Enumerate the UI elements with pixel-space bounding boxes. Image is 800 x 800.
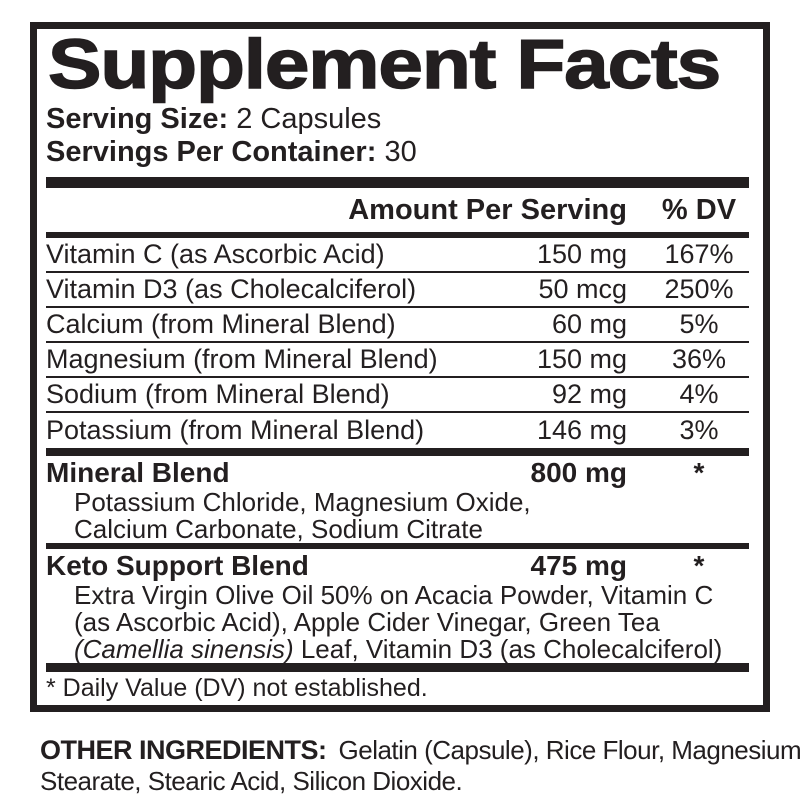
nutrient-amount: 146 mg [536,415,627,445]
blend-dv: * [693,456,705,488]
nutrient-dv: 3% [679,415,719,445]
blend-dv: * [693,549,705,581]
serving-size-label: Serving Size: [46,103,229,135]
table-row: Calcium (from Mineral Blend) 60 mg 5% [46,308,749,343]
nutrient-dv: 167% [664,239,734,269]
blend-name: Mineral Blend [46,456,230,488]
nutrient-amount: 150 mg [536,239,627,269]
nutrient-amount: 60 mg [551,309,627,339]
nutrient-name: Vitamin D3 (as Cholecalciferol) [46,274,417,304]
mineral-blend-ingredients-line: Calcium Carbonate, Sodium Citrate [74,514,483,544]
table-row: Vitamin D3 (as Cholecalciferol) 50 mcg 2… [46,273,749,308]
divider-thick-top [46,177,749,188]
keto-blend-line-rest: Leaf, Vitamin D3 (as Cholecalciferol) [293,634,723,664]
serving-size-value: 2 Capsules [236,103,382,135]
botanical-name: (Camellia sinensis) [74,634,294,664]
other-ingredients-value: Gelatin (Capsule), Rice Flour, Magnesium… [40,735,800,796]
nutrient-dv: 4% [679,379,719,409]
nutrient-name: Vitamin C (as Ascorbic Acid) [46,239,385,269]
supplement-facts-panel: Supplement Facts Serving Size: 2 Capsule… [30,22,770,712]
percent-dv-header: % DV [661,194,737,226]
other-ingredients-section: OTHER INGREDIENTS: Gelatin (Capsule), Ric… [40,735,800,797]
divider-under-header [46,232,749,238]
nutrient-name: Calcium (from Mineral Blend) [46,309,396,339]
divider-above-footnote [46,663,749,672]
daily-value-footnote: * Daily Value (DV) not established. [46,674,428,702]
nutrient-amount: 92 mg [551,379,627,409]
nutrient-name: Sodium (from Mineral Blend) [46,379,390,409]
table-row: Vitamin C (as Ascorbic Acid) 150 mg 167% [46,238,749,273]
serving-info: Serving Size: 2 Capsules Servings Per Co… [46,103,749,169]
nutrient-amount: 150 mg [536,344,627,374]
keto-blend-row: Keto Support Blend 475 mg * [46,549,749,582]
mineral-blend-row: Mineral Blend 800 mg * [46,456,749,489]
table-row: Sodium (from Mineral Blend) 92 mg 4% [46,378,749,413]
other-ingredients-label: OTHER INGREDIENTS: [40,735,327,765]
nutrient-amount: 50 mcg [538,274,627,304]
table-row: Potassium (from Mineral Blend) 146 mg 3% [46,413,749,448]
blend-amount: 800 mg [530,456,628,488]
serving-size-line: Serving Size: 2 Capsules [46,103,749,136]
keto-blend-ingredients-line: Extra Virgin Olive Oil 50% on Acacia Pow… [74,580,714,610]
blend-amount: 475 mg [530,549,628,581]
divider-above-mineral-blend [46,448,749,456]
keto-blend-ingredients-line: (as Ascorbic Acid), Apple Cider Vinegar,… [74,607,660,637]
nutrient-dv: 250% [664,274,734,304]
servings-per-container-value: 30 [384,136,417,168]
panel-title: Supplement Facts [47,25,722,103]
nutrient-dv: 5% [679,309,719,339]
mineral-blend-ingredients-line: Potassium Chloride, Magnesium Oxide, [74,487,531,517]
nutrient-name: Magnesium (from Mineral Blend) [46,344,438,374]
servings-per-container-line: Servings Per Container: 30 [46,136,749,169]
blend-name: Keto Support Blend [46,549,309,581]
servings-per-container-label: Servings Per Container: [46,136,377,168]
column-header-row: Amount Per Serving % DV [46,188,749,232]
table-row: Magnesium (from Mineral Blend) 150 mg 36… [46,343,749,378]
keto-blend-ingredients-line: (Camellia sinensis) Leaf, Vitamin D3 (as… [46,636,749,663]
amount-per-serving-header: Amount Per Serving [348,194,627,226]
nutrient-dv: 36% [671,344,727,374]
nutrient-name: Potassium (from Mineral Blend) [46,415,425,445]
divider-above-keto-blend [46,543,749,549]
